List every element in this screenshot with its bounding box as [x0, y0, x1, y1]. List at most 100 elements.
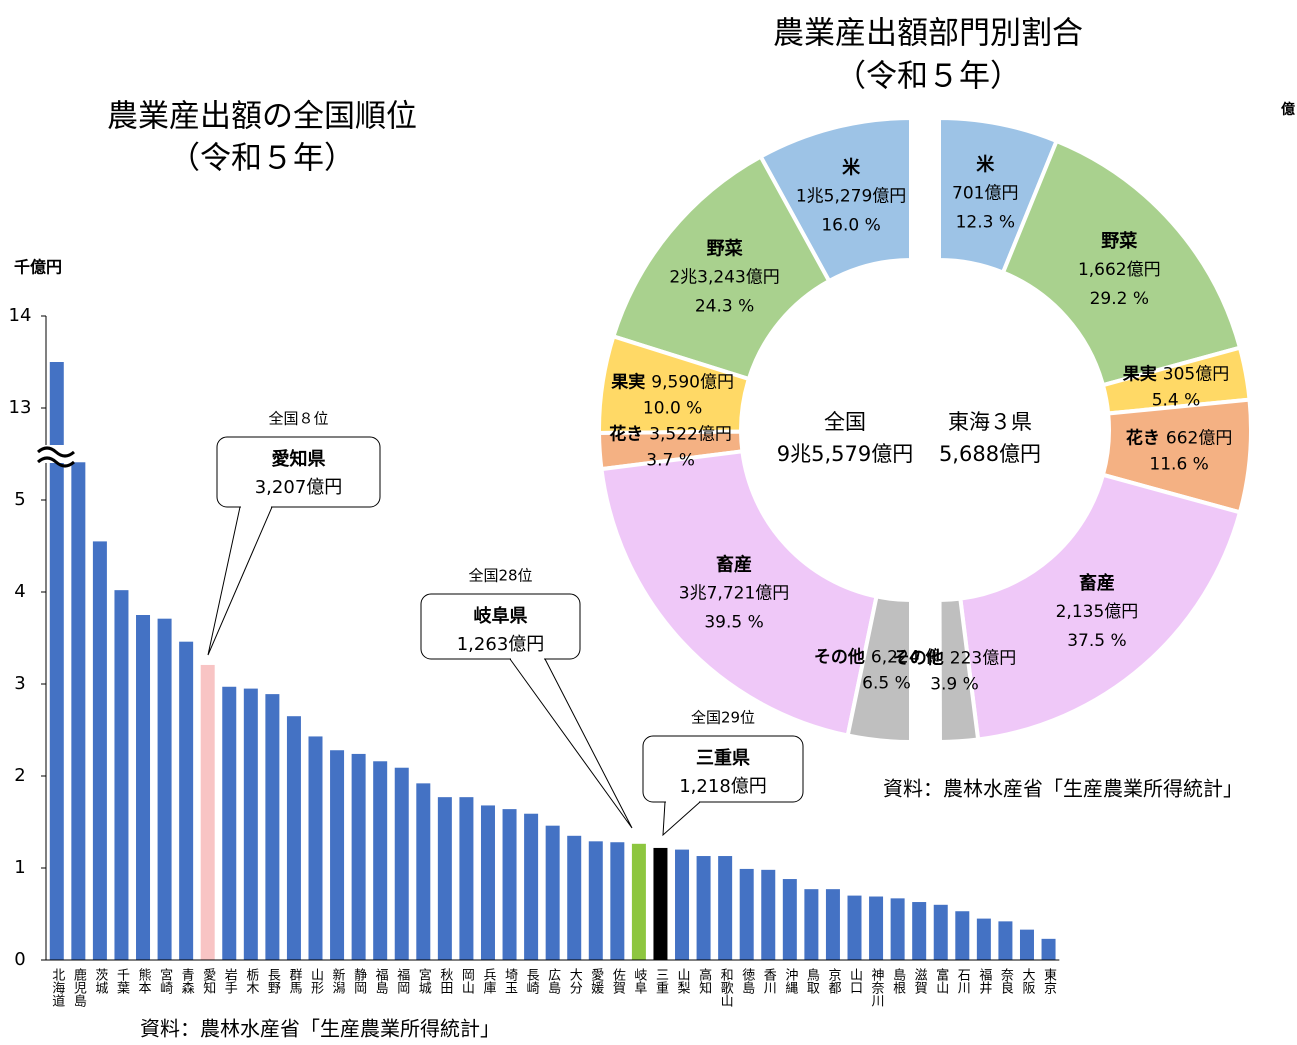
bar [200, 664, 215, 960]
bar [330, 750, 345, 960]
edge-text: 億 [1281, 101, 1295, 118]
bar [71, 462, 86, 960]
y-tick-label: 13 [9, 397, 32, 418]
bar [437, 797, 452, 960]
annotation-value: 1,218億円 [679, 776, 767, 797]
segment-percent: 3.7 % [646, 450, 695, 470]
bar [416, 783, 431, 960]
annotation-value: 1,263億円 [457, 634, 545, 655]
x-tick-label: 大阪 [1019, 968, 1035, 995]
donut-segment [599, 449, 879, 738]
x-tick-label: 埼玉 [502, 968, 518, 994]
y-tick-label: 2 [14, 765, 25, 786]
segment-amount: 1兆5,279億円 [796, 187, 906, 207]
donut-subtitle: （令和５年） [835, 59, 1021, 95]
segment-name: 花き [609, 423, 643, 444]
segment-percent: 16.0 % [821, 216, 880, 236]
x-tick-label: 熊本 [136, 967, 152, 994]
x-tick-label: 山口 [847, 968, 862, 994]
bar [718, 856, 733, 960]
x-tick-label: 岡山 [459, 968, 474, 994]
bar-subtitle: （令和５年） [169, 141, 355, 177]
segment-amount: 662億円 [1166, 428, 1232, 448]
bar [265, 694, 280, 960]
x-tick-label: 秋田 [437, 968, 453, 994]
bar [243, 688, 258, 960]
bar [480, 805, 495, 960]
bar [998, 921, 1013, 960]
bar [847, 895, 862, 960]
center-name: 全国 [824, 410, 866, 434]
x-tick-label: 沖縄 [782, 968, 798, 994]
bar [696, 856, 711, 960]
segment-label: その他 6,224 億円 [814, 647, 959, 668]
segment-label: その他 223億円 [893, 648, 1016, 669]
x-tick-label: 宮城 [416, 967, 432, 995]
bar-source: 資料：農林水産省「生産農業所得統計」 [140, 1017, 500, 1041]
x-tick-label: 京都 [825, 968, 841, 994]
bar [524, 813, 539, 960]
segment-name: 畜産 [716, 554, 752, 576]
donut-source: 資料：農林水産省「生産農業所得統計」 [883, 777, 1243, 801]
segment-label: 果実 9,590億円 [611, 372, 734, 393]
x-tick-label: 兵庫 [480, 968, 496, 994]
segment-amount: 3兆7,721億円 [679, 584, 789, 604]
x-tick-label: 島根 [890, 968, 906, 994]
y-tick-label: 1 [14, 857, 25, 878]
bar [761, 869, 776, 960]
segment-percent: 39.5 % [704, 613, 763, 633]
x-tick-label: 愛知 [200, 968, 216, 994]
x-tick-label: 群馬 [286, 968, 302, 994]
callout-tail [207, 506, 273, 656]
x-tick-label: 栃木 [243, 968, 259, 994]
segment-name: 野菜 [1101, 231, 1137, 252]
x-tick-label: 茨城 [92, 968, 108, 995]
x-tick-label: 富山 [933, 967, 948, 994]
bar [675, 849, 690, 960]
donut-half [596, 115, 913, 745]
x-tick-label: 山梨 [675, 968, 691, 994]
x-tick-label: 香川 [761, 968, 777, 994]
y-tick-label: 5 [14, 489, 25, 510]
donut-title: 農業産出額部門別割合 [773, 16, 1083, 52]
x-tick-label: 福岡 [394, 968, 410, 994]
x-tick-label: 愛媛 [588, 968, 604, 995]
bar [286, 716, 301, 960]
bar [1041, 938, 1056, 960]
bar [92, 541, 107, 960]
x-tick-label: 長野 [265, 968, 281, 994]
donut-half [937, 115, 1253, 745]
segment-name: 花き [1126, 427, 1160, 448]
segment-amount: 2,135億円 [1056, 602, 1139, 622]
callout-box [642, 735, 804, 803]
x-tick-label: 高知 [696, 967, 712, 994]
bar [502, 809, 517, 960]
donut-segment [845, 594, 913, 745]
bar-title: 農業産出額の全国順位 [107, 99, 417, 135]
x-tick-label: 鳥取 [804, 968, 820, 994]
x-tick-label: 新潟 [330, 967, 346, 994]
bar [976, 918, 991, 960]
callout-box [420, 593, 581, 660]
x-tick-label: 鹿児島 [71, 967, 87, 1007]
bar [804, 889, 819, 960]
segment-amount: 223億円 [950, 649, 1016, 669]
x-tick-label: 長崎 [524, 968, 540, 994]
x-tick-label: 大分 [567, 968, 583, 995]
bar [179, 641, 194, 960]
callout-tail [509, 658, 633, 829]
axis-break [37, 446, 75, 458]
y-axis-label: 千億円 [14, 258, 62, 277]
segment-amount: 1,662億円 [1078, 260, 1161, 280]
segment-amount: 305億円 [1163, 364, 1229, 384]
bar [631, 843, 646, 960]
segment-percent: 6.5 % [862, 674, 911, 694]
segment-name: 野菜 [707, 238, 743, 259]
annotation-rank: 全国８位 [268, 410, 328, 428]
x-tick-label: 滋賀 [912, 968, 928, 994]
segment-name: 果実 [611, 372, 645, 393]
bar [610, 842, 625, 960]
bar [825, 889, 840, 960]
bar [136, 615, 151, 960]
segment-percent: 5.4 % [1152, 390, 1201, 410]
